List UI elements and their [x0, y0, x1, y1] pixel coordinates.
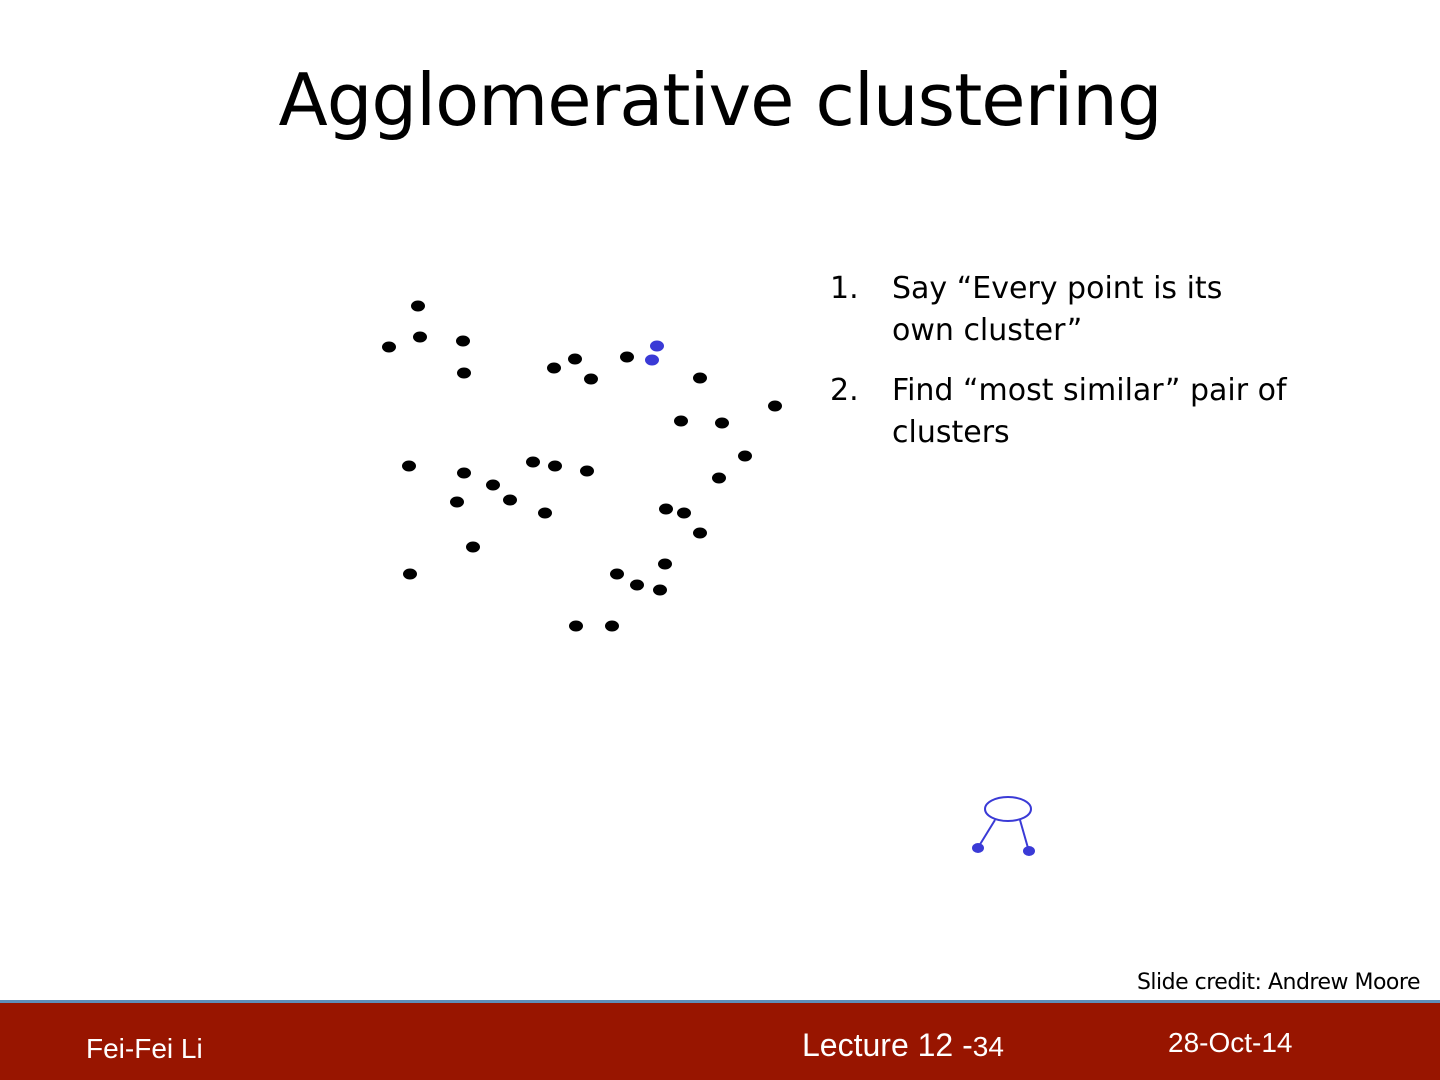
leaf-node: [972, 843, 984, 853]
data-point: [610, 568, 624, 580]
page-number: 34: [972, 1031, 1004, 1062]
data-point: [659, 503, 673, 515]
data-point: [402, 460, 416, 472]
step-text: Find “most similar” pair of clusters: [892, 373, 1287, 450]
data-point: [677, 507, 691, 519]
footer-author: Fei-Fei Li: [86, 1033, 203, 1064]
data-point: [630, 579, 644, 591]
data-point: [382, 341, 396, 353]
data-point: [538, 507, 552, 519]
data-point: [569, 620, 583, 632]
data-point: [768, 400, 782, 412]
data-point: [653, 584, 667, 596]
data-point: [456, 335, 470, 347]
slide-credit: Slide credit: Andrew Moore: [1136, 970, 1421, 995]
step-item: 1. Say “Every point is its own cluster”: [830, 268, 1290, 352]
data-point: [547, 362, 561, 374]
slide-title: Agglomerative clustering: [278, 58, 1162, 142]
data-point: [403, 568, 417, 580]
step-number: 2.: [830, 373, 859, 408]
dendrogram-node: [972, 796, 1035, 856]
data-point: [674, 415, 688, 427]
lecture-label: Lecture 12 -: [802, 1027, 973, 1063]
steps-list: 1. Say “Every point is its own cluster” 2…: [830, 268, 1290, 472]
highlighted-pair-point: [650, 340, 664, 352]
data-point: [548, 460, 562, 472]
step-text: Say “Every point is its own cluster”: [892, 271, 1223, 348]
data-point: [580, 465, 594, 477]
dendrogram-branch: [1019, 819, 1029, 849]
data-point: [457, 367, 471, 379]
data-point: [503, 494, 517, 506]
data-point: [526, 456, 540, 468]
data-point: [413, 331, 427, 343]
merged-cluster-node: [984, 796, 1032, 822]
data-point: [605, 620, 619, 632]
step-item: 2. Find “most similar” pair of clusters: [830, 370, 1290, 454]
footer-bar: Fei-Fei Li Lecture 12 -34 28-Oct-14: [0, 1000, 1440, 1080]
data-point: [712, 472, 726, 484]
data-point: [658, 558, 672, 570]
step-number: 1.: [830, 271, 859, 306]
data-point: [450, 496, 464, 508]
footer-date: 28-Oct-14: [1168, 1027, 1293, 1058]
dendrogram-branch: [978, 819, 996, 847]
data-point: [693, 372, 707, 384]
data-point: [486, 479, 500, 491]
data-point: [693, 527, 707, 539]
data-point: [466, 541, 480, 553]
leaf-node: [1023, 846, 1035, 856]
data-point: [715, 417, 729, 429]
highlighted-pair-point: [645, 354, 659, 366]
data-point: [584, 373, 598, 385]
data-point: [738, 450, 752, 462]
data-point: [457, 467, 471, 479]
footer-lecture: Lecture 12 -34: [802, 1027, 1004, 1064]
data-point: [568, 353, 582, 365]
data-point: [620, 351, 634, 363]
data-point: [411, 300, 425, 312]
